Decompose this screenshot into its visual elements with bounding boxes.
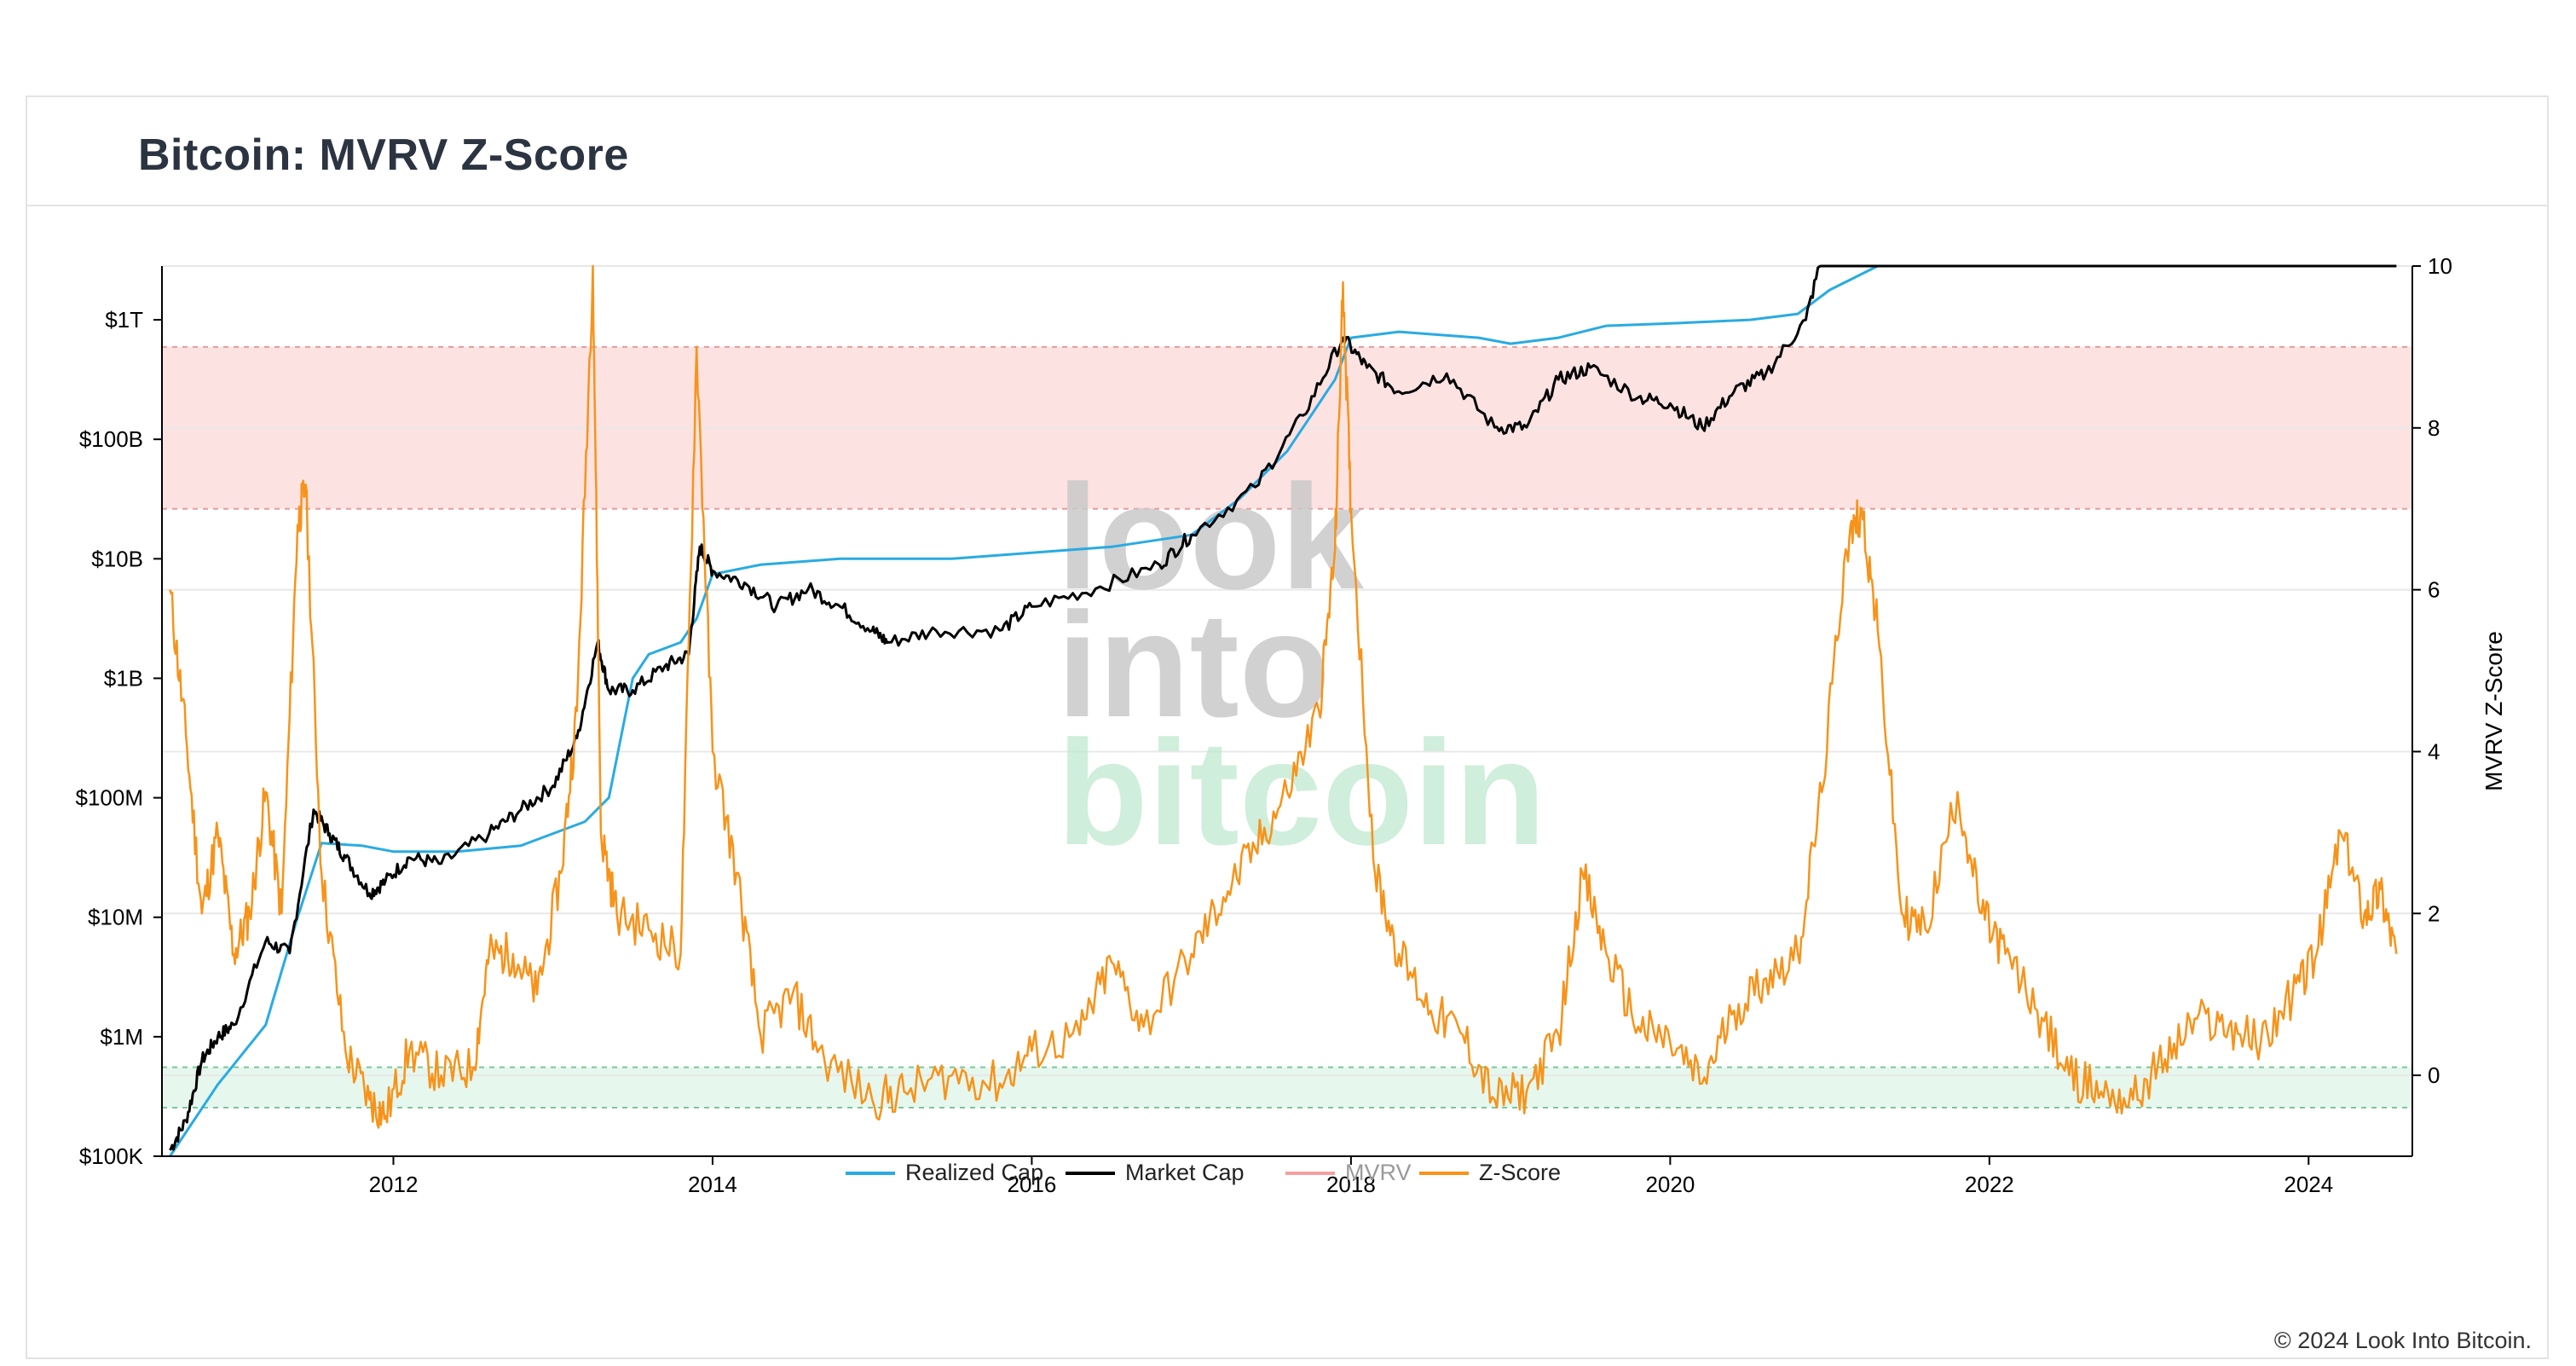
right-tick-label: 4 [2428,738,2440,764]
legend-item-z-score[interactable]: Z-Score [1419,1160,1561,1186]
legend-item-market-cap[interactable]: Market Cap [1066,1160,1245,1186]
x-tick-label: 2014 [688,1172,737,1197]
x-tick-label: 2016 [1008,1172,1057,1197]
right-tick-label: 10 [2428,253,2452,279]
left-tick-label: $1T [105,307,143,333]
series-z-score-line [169,264,2398,1129]
x-tick-label: 2024 [2284,1172,2333,1197]
mvrv-swatch [1285,1171,1335,1175]
left-tick-label: $10B [91,546,143,571]
x-tick-label: 2022 [1965,1172,2014,1197]
watermark-bitcoin: bitcoin [1057,710,1546,877]
right-tick-label: 8 [2428,415,2440,441]
legend-label-market-cap: Market Cap [1125,1160,1245,1185]
green-zone-band [162,1067,2412,1108]
x-tick-label: 2012 [369,1172,419,1197]
legend-item-mvrv[interactable]: MVRV [1285,1160,1412,1186]
legend-label-z-score: Z-Score [1479,1160,1562,1185]
x-tick-label: 2020 [1645,1172,1695,1197]
right-tick-label: 0 [2428,1062,2440,1088]
page-title: Bitcoin: MVRV Z-Score [138,130,629,180]
z-score-swatch [1419,1171,1469,1175]
x-tick-label: 2018 [1326,1172,1376,1197]
chart-card: Bitcoin: MVRV Z-Score [26,96,2549,1359]
realized-cap-swatch [846,1171,895,1175]
market-cap-swatch [1066,1171,1115,1175]
series-market-cap-line [169,264,2397,1151]
right-tick-label: 6 [2428,577,2440,603]
left-tick-label: $1M [100,1024,143,1050]
left-tick-label: $100M [76,785,144,811]
left-tick-label: $100B [79,426,143,452]
copyright-footer: © 2024 Look Into Bitcoin. [2273,1328,2532,1353]
left-tick-label: $10M [88,905,143,930]
legend-item-realized-cap[interactable]: Realized Cap [846,1160,1043,1186]
watermark-into: into [1057,582,1331,749]
right-axis-title: MVRV Z-Score [2481,631,2507,791]
left-tick-label: $100K [79,1143,144,1169]
legend-label-realized-cap: Realized Cap [905,1160,1044,1185]
left-tick-label: $1B [104,665,143,691]
legend: Realized Cap Market Cap MVRV Z-Score [0,1160,2576,1211]
title-bar: Bitcoin: MVRV Z-Score [27,97,2547,206]
watermark-look: look [1057,454,1364,621]
legend-label-mvrv: MVRV [1345,1160,1412,1185]
right-tick-label: 2 [2428,900,2440,926]
